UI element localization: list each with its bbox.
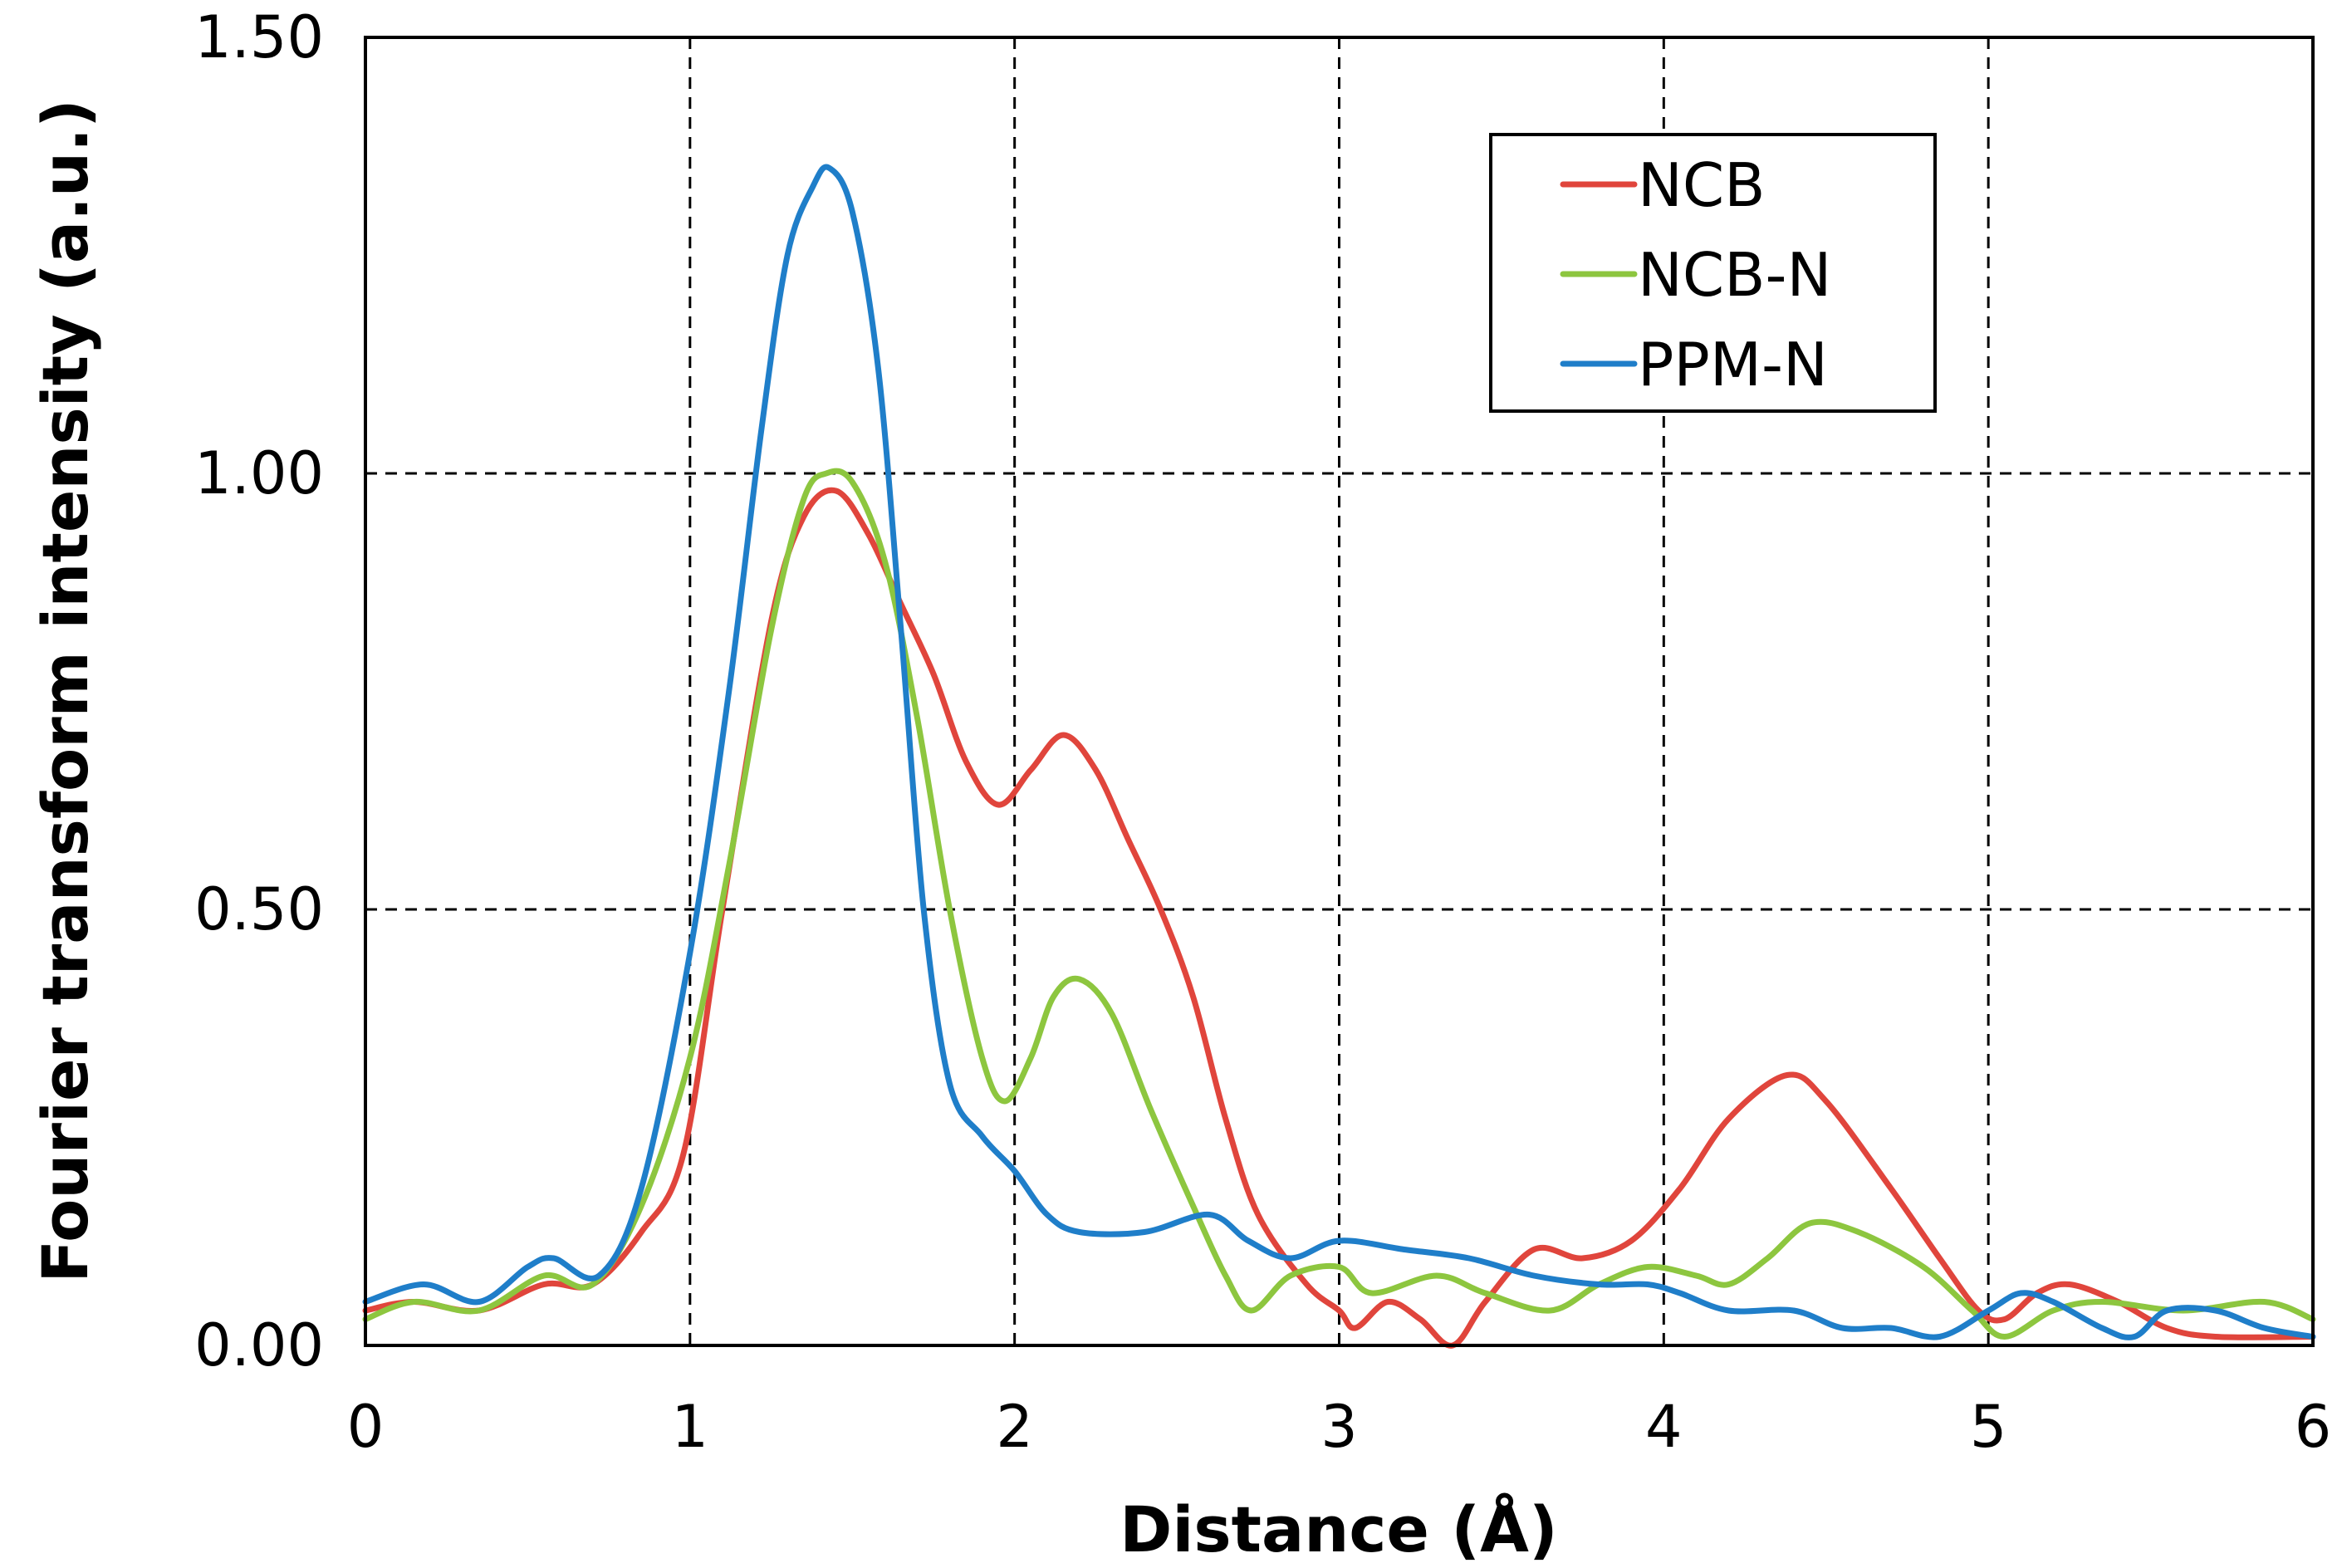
y-tick-label: 1.00 <box>194 439 324 507</box>
y-axis-title: Fourier transform intensity (a.u.) <box>28 99 102 1282</box>
legend-label-ncb-n: NCB-N <box>1638 240 1831 310</box>
grid-lines <box>365 37 2313 1345</box>
x-tick-label: 5 <box>1970 1393 2007 1461</box>
y-tick-label: 0.00 <box>194 1311 324 1379</box>
x-tick-label: 2 <box>996 1393 1033 1461</box>
x-tick-label: 6 <box>2295 1393 2332 1461</box>
x-axis-title: Distance (Å) <box>1120 1492 1557 1566</box>
series-line-ncb-n <box>362 468 2316 1340</box>
x-tick-label: 4 <box>1645 1393 1683 1461</box>
legend-label-ncb: NCB <box>1638 150 1766 220</box>
plot-area-frame <box>364 36 2315 1347</box>
legend: NCB NCB-N PPM-N <box>1489 133 1937 413</box>
x-tick-label: 1 <box>672 1393 709 1461</box>
data-series <box>362 164 2316 1349</box>
x-tick-label: 3 <box>1320 1393 1358 1461</box>
y-tick-label: 1.50 <box>194 3 324 71</box>
x-tick-label: 0 <box>347 1393 385 1461</box>
legend-label-ppm-n: PPM-N <box>1638 330 1828 399</box>
series-line-ppm-n <box>362 164 2316 1340</box>
tick-labels: 0 1 2 3 4 5 6 0.00 0.50 1.00 1.50 <box>194 3 2331 1461</box>
y-tick-label: 0.50 <box>194 875 324 943</box>
